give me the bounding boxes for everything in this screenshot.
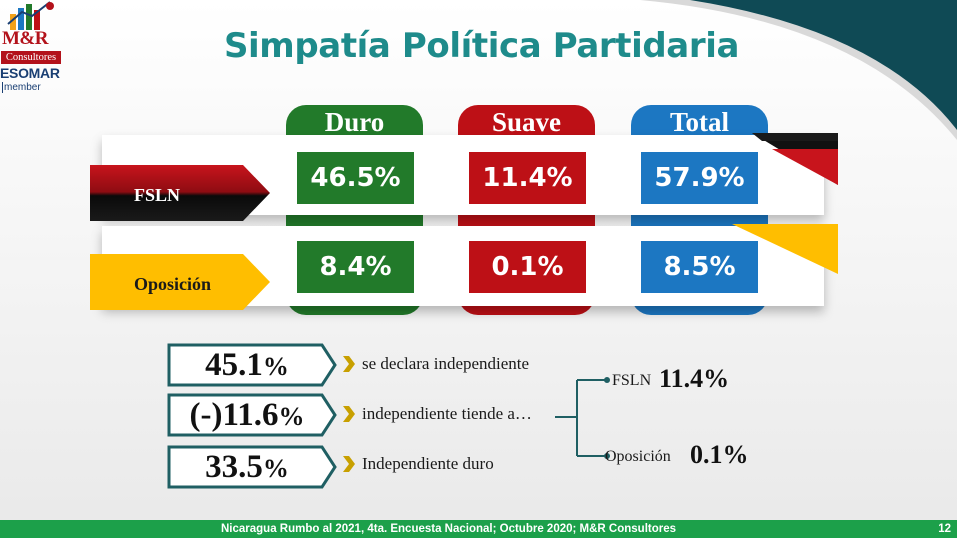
esomar-label: ESOMAR <box>0 65 60 81</box>
footer-source: Nicaragua Rumbo al 2021, 4ta. Encuesta N… <box>220 523 677 535</box>
arrow-box-shape <box>167 343 337 387</box>
fsln-flag-corner <box>752 133 838 185</box>
leaning-fsln-value: 11.4% <box>659 364 730 393</box>
leaning-fsln-label: FSLN <box>612 372 652 389</box>
column-header-total: Total <box>669 107 730 137</box>
duro-unit: % <box>262 454 289 483</box>
logo-subtitle: Consultores <box>1 51 61 64</box>
leaning-connector <box>555 377 610 459</box>
fsln-total-value: 57.9% <box>641 152 758 204</box>
tiende-unit: % <box>278 402 305 431</box>
arrow-box-shape <box>167 393 337 437</box>
company-logo: M&R Consultores ESOMAR member <box>0 0 66 98</box>
independiente-description: se declara independiente <box>362 354 530 373</box>
arrow-box-shape <box>167 445 337 489</box>
page-title: Simpatía Política Partidaria <box>223 26 740 66</box>
tiende-number: (-)11.6 <box>189 397 279 433</box>
fsln-suave-value: 11.4% <box>469 152 586 204</box>
chevron-right-icon <box>343 356 355 372</box>
oposicion-suave-value: 0.1% <box>469 241 586 293</box>
independiente-box: 45.1% <box>167 343 339 387</box>
chevron-right-icon <box>343 406 355 422</box>
independiente-number: 45.1 <box>205 347 263 383</box>
oposicion-total-value: 8.5% <box>641 241 758 293</box>
member-label: member <box>2 82 41 93</box>
fsln-duro-value: 46.5% <box>297 152 414 204</box>
duro-box: 33.5% <box>167 445 339 489</box>
page-number: 12 <box>938 523 951 535</box>
chevron-right-icon <box>343 456 355 472</box>
row-label-fsln: FSLN <box>90 165 270 221</box>
duro-number: 33.5 <box>205 449 263 485</box>
tiende-description: independiente tiende a… <box>362 404 532 423</box>
logo-graphic <box>7 1 54 30</box>
leaning-oposicion-label: Oposición <box>605 448 671 465</box>
duro-description: Independiente duro <box>362 454 494 473</box>
leaning-oposicion-value: 0.1% <box>690 440 749 469</box>
independiente-unit: % <box>262 352 289 381</box>
oposicion-duro-value: 8.4% <box>297 241 414 293</box>
row-label-oposicion: Oposición <box>90 254 270 310</box>
oposicion-flag-corner <box>732 224 838 274</box>
tiende-box: (-)11.6% <box>167 393 339 437</box>
column-header-duro: Duro <box>324 107 385 137</box>
logo-brand: M&R <box>2 28 48 49</box>
column-header-suave: Suave <box>491 107 562 137</box>
footer-bar: Nicaragua Rumbo al 2021, 4ta. Encuesta N… <box>0 520 957 538</box>
